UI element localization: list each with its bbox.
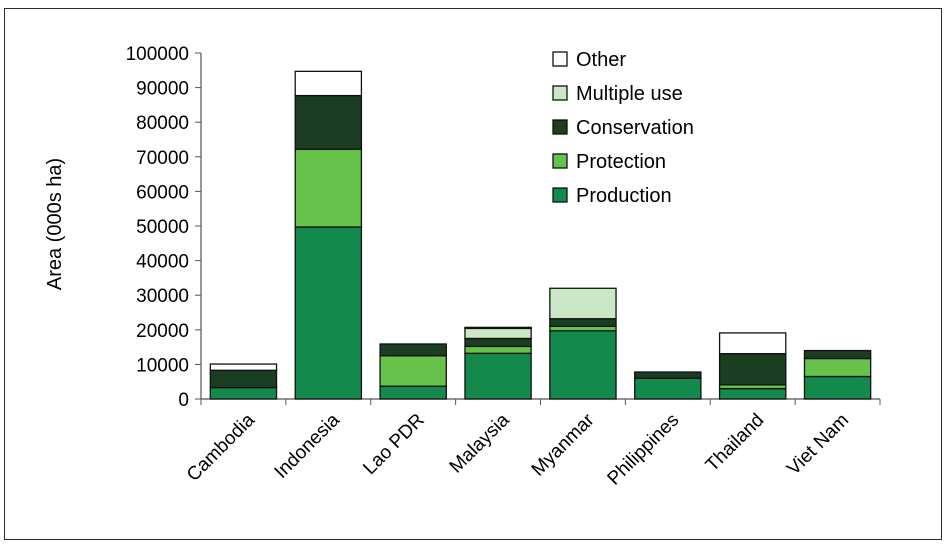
y-tick-label: 10000 xyxy=(136,355,189,376)
bar-segment xyxy=(803,357,872,378)
x-tick-labels: Cambodia Indonesia Lao PDR Malaysia Myanmar P… xyxy=(183,409,853,489)
legend-swatch xyxy=(552,153,568,169)
x-tick-label: Indonesia xyxy=(271,409,344,482)
bar-segment xyxy=(209,369,278,389)
bar-segment xyxy=(209,386,278,400)
x-tick-label: Philippines xyxy=(604,410,684,490)
legend-label: Multiple use xyxy=(576,83,683,105)
y-tick-label: 0 xyxy=(178,390,189,411)
x-tick-label: Cambodia xyxy=(183,409,259,485)
legend-label: Conservation xyxy=(576,117,694,139)
bar-segment xyxy=(294,70,363,97)
bar-segment xyxy=(464,352,532,400)
bar-segment xyxy=(379,343,447,357)
bar-segment xyxy=(379,355,447,387)
y-tick-label: 100000 xyxy=(126,44,189,65)
bar-segment xyxy=(464,327,532,340)
bar-segment xyxy=(464,337,532,348)
x-tick-label: Myanmar xyxy=(528,409,599,480)
legend-swatch xyxy=(552,119,568,135)
y-tick-label: 60000 xyxy=(136,182,189,203)
bar-segment xyxy=(803,349,872,360)
y-tick-labels: 0 10000 20000 30000 40000 50000 60000 70000 8000… xyxy=(126,44,189,411)
bar-segment xyxy=(294,148,363,228)
bar-segment xyxy=(549,330,617,400)
y-tick-label: 30000 xyxy=(136,286,189,307)
legend-label: Other xyxy=(576,49,626,71)
y-tick-label: 40000 xyxy=(136,252,189,273)
bar-segment xyxy=(209,363,278,371)
stacked-bar-chart: 0 10000 20000 30000 40000 50000 60000 70000 8000… xyxy=(44,44,881,490)
legend-label: Protection xyxy=(576,151,666,173)
bar-segment xyxy=(464,345,532,354)
x-tick-label: Thailand xyxy=(702,410,768,476)
bar-segment xyxy=(294,226,363,400)
y-tick-label: 50000 xyxy=(136,217,189,238)
bar-segment xyxy=(464,326,532,330)
bar-segment xyxy=(718,332,787,355)
y-tick-label: 20000 xyxy=(136,321,189,342)
legend-swatch xyxy=(552,51,568,67)
bar-segment xyxy=(294,94,363,150)
y-tick-label: 80000 xyxy=(136,113,189,134)
x-tick-label: Viet Nam xyxy=(783,410,853,480)
bar-segment xyxy=(803,375,872,400)
bar-segment xyxy=(634,371,702,379)
bars xyxy=(209,70,872,400)
legend-swatch xyxy=(552,187,568,203)
x-tick-label: Lao PDR xyxy=(359,410,428,479)
bar-segment xyxy=(549,318,617,327)
bar-segment xyxy=(379,385,447,400)
bar-segment xyxy=(549,287,617,320)
y-tick-label: 70000 xyxy=(136,148,189,169)
chart-frame: 0 10000 20000 30000 40000 50000 60000 70000 8000… xyxy=(4,8,942,540)
y-tick-label: 90000 xyxy=(136,79,189,100)
x-tick-label: Malaysia xyxy=(446,409,514,477)
bar-segment xyxy=(549,325,617,332)
bar-segment xyxy=(718,353,787,386)
legend-label: Production xyxy=(576,185,672,207)
legend-swatch xyxy=(552,85,568,101)
bar-segment xyxy=(718,387,787,400)
y-axis-label: Area (000s ha) xyxy=(44,158,66,290)
legend: Other Multiple use Conservation Protection P… xyxy=(552,49,694,207)
bar-segment xyxy=(634,377,702,400)
